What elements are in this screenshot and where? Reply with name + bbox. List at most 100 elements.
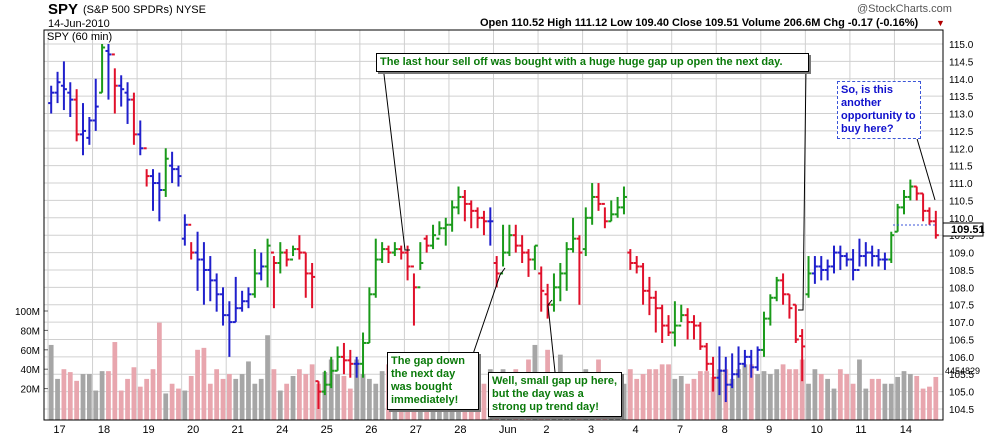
volume-bar bbox=[742, 364, 748, 420]
x-tick-label: 19 bbox=[142, 424, 154, 436]
x-tick-label: 18 bbox=[98, 424, 110, 436]
volume-bar bbox=[99, 371, 105, 420]
volume-bar bbox=[169, 383, 175, 420]
volume-bar bbox=[806, 383, 811, 420]
volume-bar bbox=[882, 383, 888, 420]
volume-bar bbox=[354, 359, 360, 420]
volume-bar bbox=[933, 376, 939, 420]
x-tick-label: 27 bbox=[410, 424, 422, 436]
axes: 104.5 105.0 105.5 106.0 106.5 107.0 107.5 108.0… bbox=[15, 40, 974, 436]
volume-bar bbox=[647, 369, 652, 420]
callout-question: So, is this another opportunity to buy h… bbox=[837, 81, 921, 139]
volume-bar bbox=[252, 383, 258, 420]
last-price-label: 109.51 bbox=[951, 224, 985, 236]
volume-bar bbox=[691, 378, 697, 420]
volume-bar bbox=[328, 359, 334, 420]
volume-bar bbox=[927, 386, 932, 420]
volume-tick-label: 40M bbox=[21, 365, 40, 376]
y-tick-label: 112.0 bbox=[949, 144, 974, 155]
volume-bar bbox=[818, 374, 824, 420]
y-tick-label: 104.5 bbox=[949, 405, 974, 416]
volume-bar bbox=[920, 388, 926, 420]
volume-bar bbox=[863, 388, 869, 420]
volume-bar bbox=[888, 383, 894, 420]
y-tick-label: 108.5 bbox=[949, 266, 974, 277]
volume-bar bbox=[233, 378, 239, 420]
y-tick-label: 113.0 bbox=[949, 110, 974, 121]
volume-bar bbox=[672, 378, 678, 420]
volume-bar bbox=[258, 378, 264, 420]
y-tick-label: 110.5 bbox=[949, 196, 974, 207]
volume-bar bbox=[86, 374, 92, 420]
volume-bar bbox=[303, 374, 309, 420]
y-tick-label: 105.0 bbox=[949, 388, 974, 399]
volume-bar bbox=[837, 369, 843, 420]
x-tick-label: Jun bbox=[499, 424, 517, 436]
x-tick-label: 10 bbox=[811, 424, 823, 436]
volume-bar bbox=[748, 364, 754, 420]
volume-bar bbox=[774, 369, 780, 420]
volume-bar bbox=[297, 369, 302, 420]
y-tick-label: 113.5 bbox=[949, 92, 974, 103]
x-tick-label: 2 bbox=[543, 424, 549, 436]
volume-bar bbox=[144, 378, 150, 420]
x-tick-label: 8 bbox=[722, 424, 728, 436]
volume-bar bbox=[710, 376, 716, 420]
volume-bar bbox=[729, 378, 735, 420]
y-tick-label: 110.0 bbox=[949, 214, 974, 225]
volume-bar bbox=[907, 374, 913, 420]
volume-bar bbox=[335, 374, 340, 420]
x-tick-label: 9 bbox=[766, 424, 772, 436]
volume-bar bbox=[825, 378, 831, 420]
exchange: NYSE bbox=[176, 4, 206, 16]
volume-bar bbox=[214, 369, 220, 420]
volume-bar bbox=[150, 369, 156, 420]
volume-bar bbox=[207, 383, 213, 420]
chart-date: 14-Jun-2010 bbox=[48, 18, 110, 30]
x-tick-label: 20 bbox=[187, 424, 199, 436]
volume-bar bbox=[125, 378, 130, 420]
volume-bar bbox=[678, 375, 684, 420]
y-tick-label: 107.5 bbox=[949, 301, 974, 312]
volume-bar bbox=[195, 349, 200, 420]
grid-lines bbox=[44, 30, 943, 420]
x-tick-label: 25 bbox=[321, 424, 333, 436]
x-tick-label: 28 bbox=[454, 424, 466, 436]
y-tick-label: 105.5 bbox=[949, 370, 974, 381]
volume-tick-label: 20M bbox=[21, 385, 40, 396]
volume-bar bbox=[220, 378, 226, 420]
volume-bar bbox=[621, 383, 627, 420]
callout-top: The last hour sell off was bought with a… bbox=[376, 53, 809, 72]
y-tick-label: 108.0 bbox=[949, 283, 974, 294]
volume-bar bbox=[666, 364, 671, 420]
y-tick-label: 106.0 bbox=[949, 353, 974, 364]
volume-bar bbox=[360, 374, 366, 420]
volume-bar bbox=[857, 359, 862, 420]
volume-bar bbox=[844, 374, 850, 420]
x-tick-label: 24 bbox=[276, 424, 288, 436]
volume-bar bbox=[201, 347, 207, 420]
volume-bar bbox=[761, 371, 767, 420]
watermark: @StockCharts.com bbox=[857, 3, 952, 15]
volume-bar bbox=[239, 374, 245, 420]
y-tick-label: 109.0 bbox=[949, 249, 974, 260]
volume-bar bbox=[93, 390, 99, 420]
volume-bar bbox=[901, 371, 907, 420]
volume-bar bbox=[163, 393, 169, 420]
volume-bar bbox=[48, 344, 54, 420]
leader-gap-down bbox=[470, 267, 506, 361]
chevron-down-icon[interactable]: ▼ bbox=[936, 18, 945, 28]
volume-bar bbox=[812, 369, 818, 420]
y-tick-label: 112.5 bbox=[949, 127, 974, 138]
callout-gap-down: The gap down the next day was bought imm… bbox=[387, 352, 479, 410]
volume-bar bbox=[156, 322, 162, 420]
volume-tick-label: 100M bbox=[15, 307, 40, 318]
volume-bar bbox=[659, 364, 665, 420]
y-tick-label: 107.0 bbox=[949, 318, 974, 329]
y-tick-label: 109.5 bbox=[949, 231, 974, 242]
volume-bar bbox=[265, 335, 270, 420]
volume-bar bbox=[80, 374, 86, 420]
y-tick-label: 114.5 bbox=[949, 57, 974, 68]
volume-bar bbox=[634, 378, 640, 420]
volume-bar bbox=[176, 388, 181, 420]
